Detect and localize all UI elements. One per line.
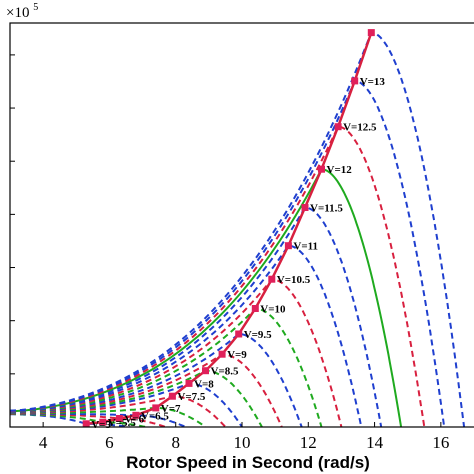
wind-speed-label: V=10.5 — [277, 274, 311, 286]
optimal-point-marker — [284, 242, 292, 250]
optimal-point-marker — [235, 330, 243, 338]
power-curve-v-13 — [10, 79, 446, 427]
wind-speed-label: V=6 — [124, 414, 144, 426]
optimal-point-marker — [351, 77, 359, 85]
wind-speed-label: V=6.5 — [141, 410, 169, 422]
wind-speed-label: V=7 — [161, 403, 181, 415]
plot-axes: 4 6 8 10 12 14 16 — [9, 22, 474, 452]
optimal-power-curve — [82, 29, 375, 428]
power-curve-v-7-5 — [10, 395, 227, 427]
wind-speed-label: V=13 — [360, 76, 386, 88]
wind-speed-label: V=11 — [293, 241, 318, 253]
optimal-point-marker — [99, 418, 107, 426]
optimal-point-marker — [152, 404, 160, 412]
optimal-point-marker — [367, 29, 375, 37]
wind-speed-labels: V=5V=5.5V=6V=6.5V=7V=7.5V=8V=8.5 V=9 V=9.5… — [91, 76, 385, 431]
wind-speed-label: V=12 — [327, 164, 353, 176]
wind-speed-label: V=5.5 — [108, 417, 136, 429]
optimal-point-marker — [318, 165, 325, 173]
x-tick-label: 6 — [105, 433, 114, 452]
wind-speed-label: V=5 — [91, 419, 111, 431]
power-curve-v-12 — [10, 168, 403, 427]
power-curve-v-8-5 — [10, 369, 263, 427]
plot-frame — [9, 22, 474, 428]
wind-speed-label: V=7.5 — [177, 391, 205, 403]
power-curve-v-11 — [10, 244, 363, 427]
x-tick-label: 12 — [300, 433, 317, 452]
wind-speed-label: V=8.5 — [211, 366, 239, 378]
wind-speed-label: V=8 — [194, 378, 214, 390]
optimal-point-marker — [218, 350, 226, 358]
power-curve-v-10-5 — [10, 278, 343, 427]
optimal-point-marker — [185, 379, 193, 387]
power-curve-v-9-5 — [10, 333, 303, 427]
optimal-point-marker — [132, 411, 140, 419]
optimal-point-marker — [268, 275, 276, 283]
x-axis-title: Rotor Speed in Second (rad/s) — [126, 453, 370, 472]
x-tick-label: 16 — [432, 433, 449, 452]
optimal-point-marker — [168, 392, 176, 400]
x-tick-label: 8 — [171, 433, 180, 452]
power-curve-v-6-5 — [10, 412, 187, 427]
y-axis-multiplier-base: ×10 — [6, 5, 29, 21]
x-tick-label: 10 — [234, 433, 251, 452]
optimal-point-marker — [202, 367, 209, 375]
power-curve-v-13-5 — [10, 31, 466, 427]
wind-speed-label: V=11.5 — [310, 203, 343, 215]
x-tick-label: 14 — [366, 433, 384, 452]
optimal-point-marker — [82, 420, 90, 428]
y-axis-multiplier: ×10 5 — [6, 2, 38, 21]
wind-speed-label: V=9 — [227, 349, 247, 361]
power-curves — [10, 31, 466, 427]
power-curve-v-5-5 — [10, 413, 147, 427]
optimal-point-marker — [301, 204, 309, 211]
power-curve-v-12-5 — [10, 125, 426, 427]
y-axis-multiplier-exponent: 5 — [33, 2, 38, 13]
x-tick-label: 4 — [39, 433, 48, 452]
power-curve-v-10 — [10, 307, 323, 427]
wind-speed-label: V=12.5 — [343, 122, 377, 134]
wind-speed-label: V=9.5 — [244, 329, 272, 341]
wind-speed-label: V=10 — [260, 304, 286, 316]
optimal-point-marker — [115, 415, 123, 422]
optimal-point-marker — [251, 305, 259, 312]
optimal-point-marker — [334, 123, 342, 131]
power-curve-v-11-5 — [10, 206, 383, 427]
